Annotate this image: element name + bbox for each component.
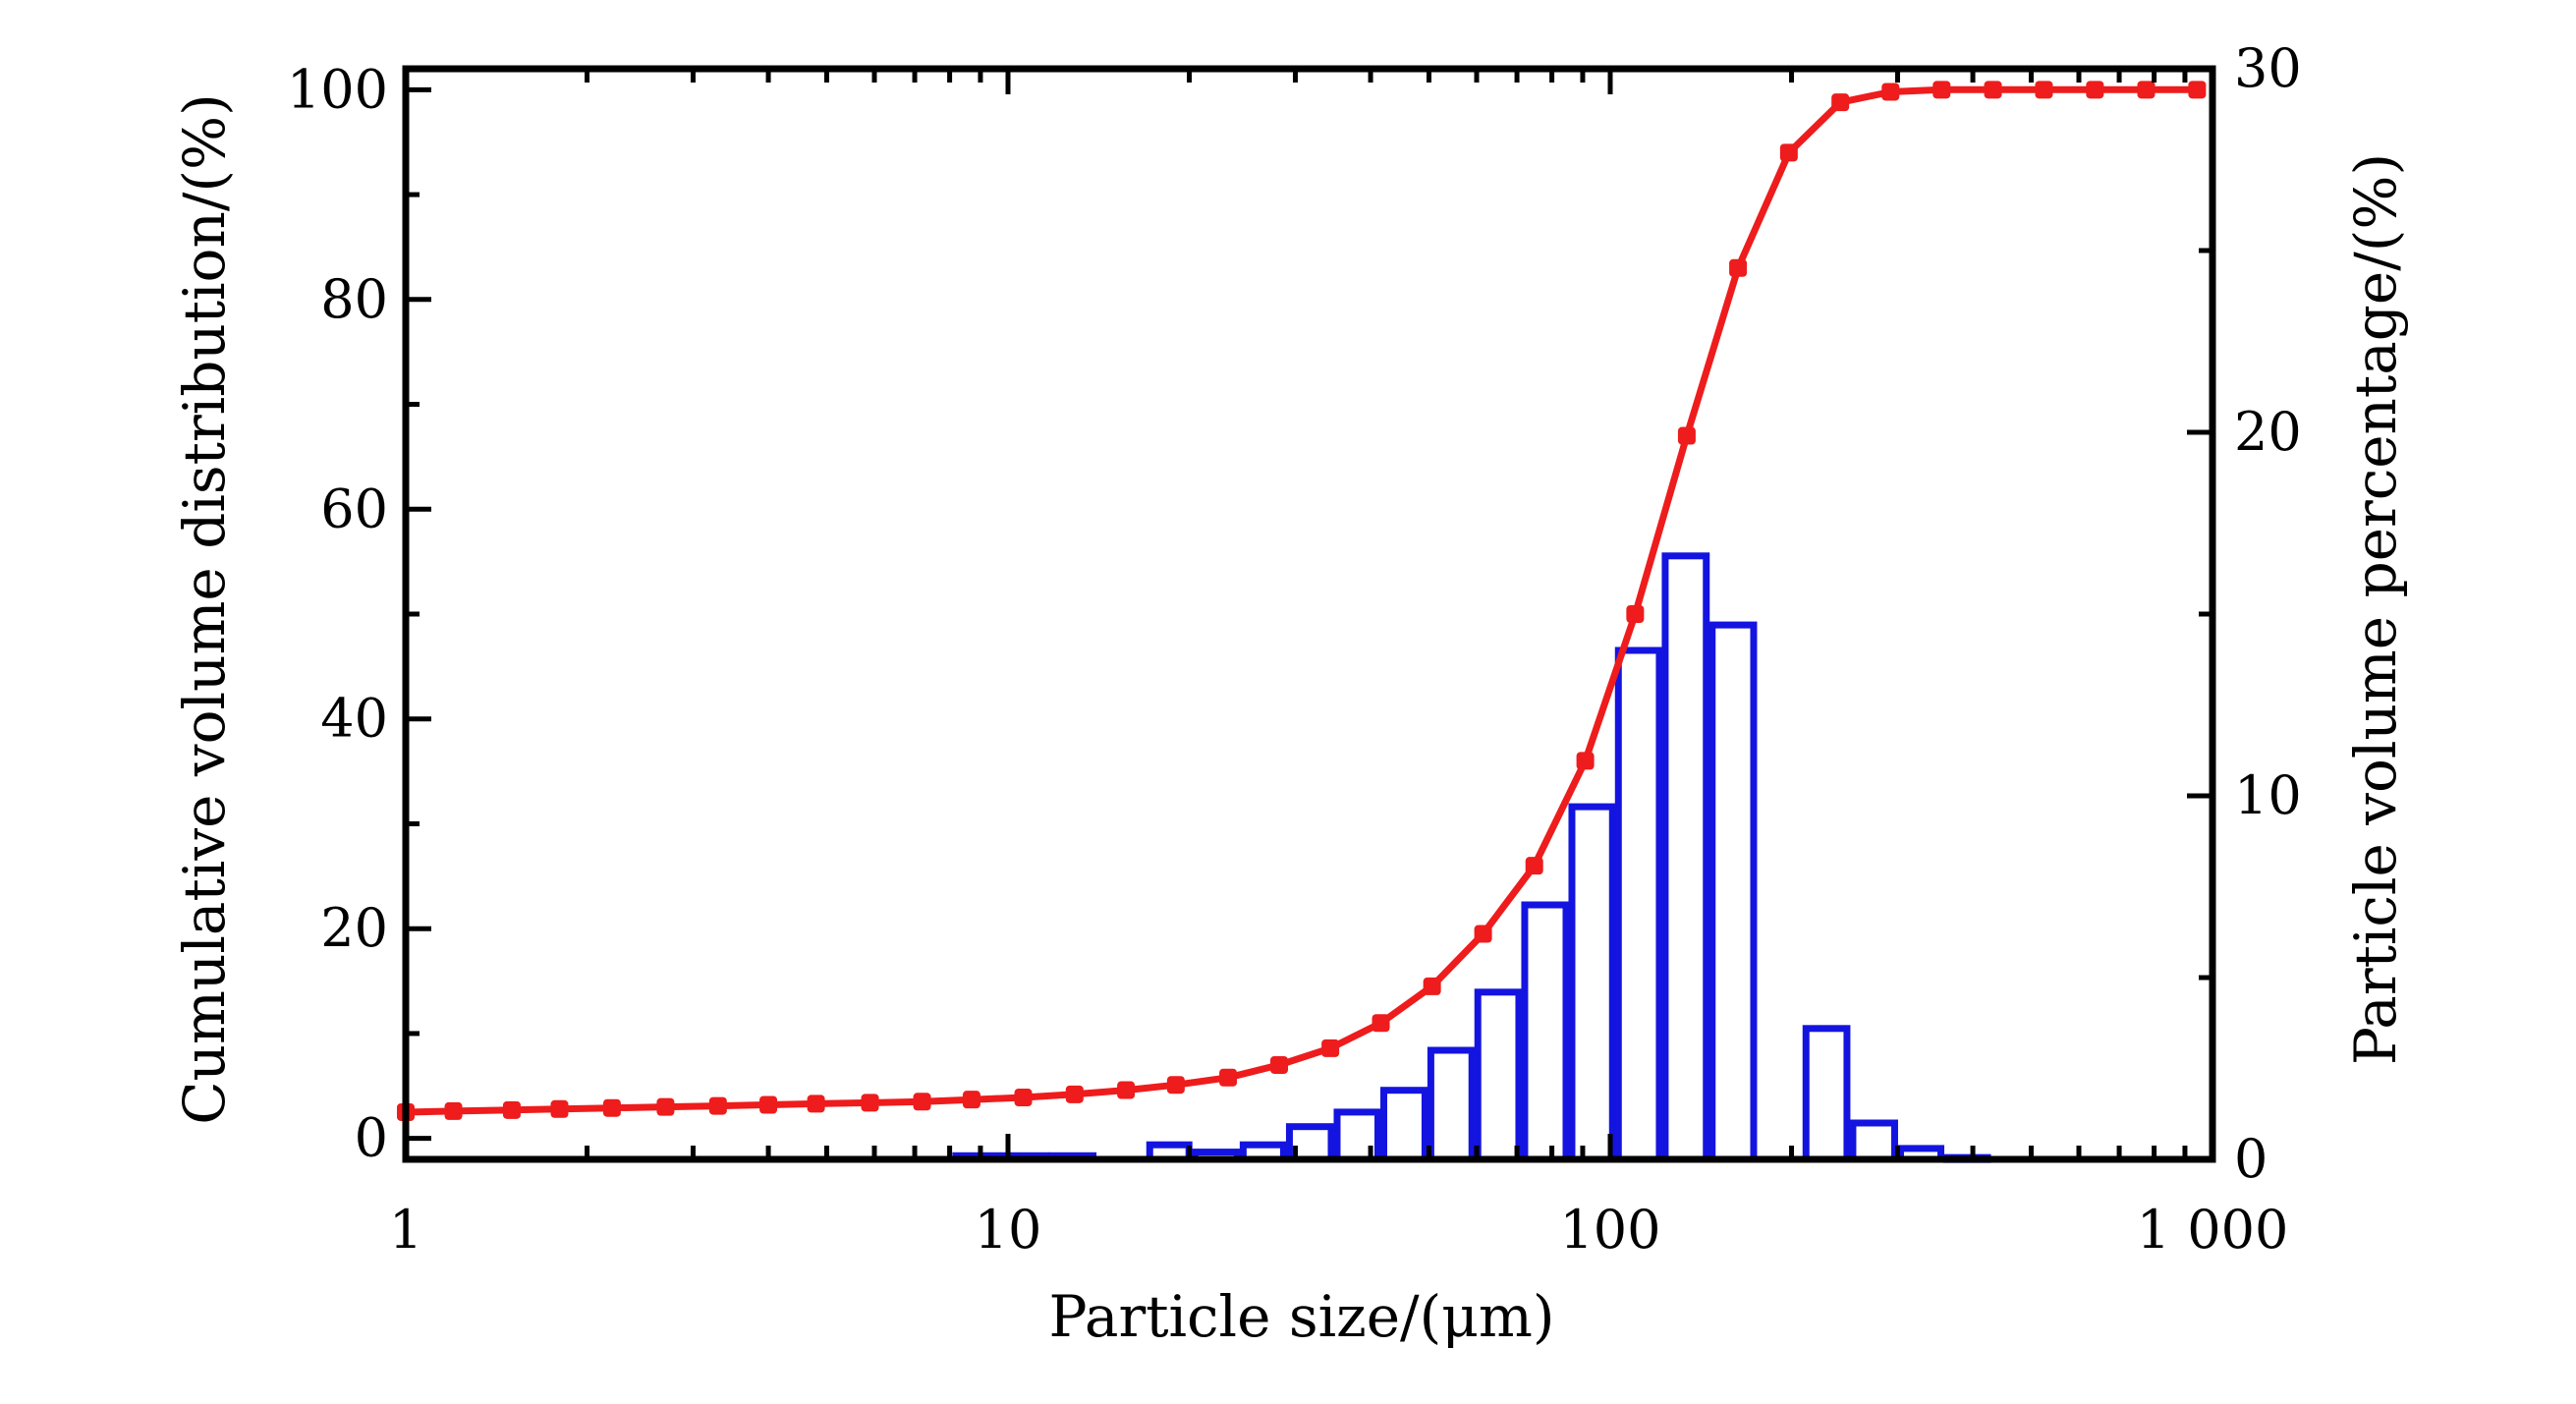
cumulative-point — [1779, 143, 1798, 162]
y-left-tick-label: 0 — [355, 1107, 388, 1169]
histogram-bar — [1614, 646, 1663, 1163]
cumulative-point — [913, 1093, 931, 1111]
cumulative-point — [1321, 1039, 1340, 1057]
histogram-bar — [1380, 1087, 1428, 1163]
y-right-tick-label: 20 — [2234, 401, 2302, 463]
cumulative-point — [1372, 1014, 1390, 1033]
cumulative-point — [444, 1101, 463, 1120]
plot-frame — [402, 65, 2216, 1163]
cumulative-point — [656, 1097, 675, 1116]
x-axis-title: Particle size/(μm) — [1048, 1283, 1554, 1350]
cumulative-point — [807, 1095, 825, 1113]
cumulative-point — [2137, 81, 2156, 99]
cumulative-point — [502, 1100, 521, 1119]
cumulative-curve — [397, 81, 2207, 1121]
x-tick-label: 10 — [975, 1199, 1042, 1261]
cumulative-point — [2188, 81, 2207, 99]
cumulative-point — [1065, 1085, 1084, 1103]
histogram-bars — [952, 552, 1991, 1163]
plot-axes — [402, 65, 2216, 1163]
y-right-tick-label: 30 — [2234, 37, 2302, 99]
cumulative-point — [1729, 258, 1748, 277]
y-left-tick-label: 80 — [320, 268, 388, 330]
histogram-bar — [1661, 552, 1710, 1163]
y-axis-left-title: Cumulative volume distribution/(%) — [171, 93, 238, 1125]
cumulative-point — [1423, 977, 1441, 995]
cumulative-point — [2086, 81, 2104, 99]
cumulative-point — [759, 1095, 778, 1114]
histogram-bar — [1708, 621, 1758, 1163]
histogram-bar — [1474, 988, 1523, 1163]
cumulative-line — [405, 85, 2198, 1116]
cumulative-point — [1117, 1081, 1136, 1099]
histogram-bar — [1521, 901, 1570, 1163]
cumulative-point — [1984, 81, 2002, 99]
x-tick-label: 1 000 — [2137, 1199, 2289, 1261]
cumulative-point — [1525, 857, 1543, 875]
cumulative-point — [861, 1094, 879, 1112]
y-left-tick-label: 40 — [320, 688, 388, 750]
cumulative-point — [1626, 605, 1645, 623]
histogram-bar — [1802, 1025, 1851, 1163]
cumulative-point — [962, 1091, 980, 1109]
cumulative-point — [1576, 752, 1595, 770]
histogram-bar — [1849, 1119, 1898, 1163]
y-right-tick-label: 10 — [2234, 764, 2302, 826]
cumulative-point — [1166, 1076, 1185, 1095]
y-right-tick-label: 0 — [2234, 1128, 2268, 1190]
tick-labels: 1 10 100 1 000 0 20 40 60 80 100 0 10 20 30 — [287, 37, 2302, 1261]
cumulative-point — [2035, 81, 2053, 99]
cumulative-point — [1881, 83, 1900, 101]
y-left-tick-label: 60 — [320, 477, 388, 539]
x-tick-label: 1 — [389, 1199, 422, 1261]
cumulative-point — [1270, 1055, 1289, 1074]
cumulative-point — [1932, 81, 1951, 99]
y-axis-right-title: Particle volume percentage/(%) — [2342, 153, 2409, 1065]
y-left-tick-label: 100 — [287, 58, 388, 120]
x-tick-label: 100 — [1559, 1199, 1660, 1261]
cumulative-point — [1219, 1068, 1238, 1087]
cumulative-point — [1831, 93, 1850, 112]
y-left-tick-label: 20 — [320, 897, 388, 959]
cumulative-point — [708, 1096, 727, 1115]
histogram-bar — [1427, 1046, 1476, 1163]
cumulative-point — [1677, 426, 1696, 445]
histogram-bar — [1568, 803, 1616, 1163]
cumulative-point — [602, 1098, 621, 1117]
cumulative-point — [1474, 925, 1492, 943]
cumulative-point — [1014, 1089, 1033, 1107]
cumulative-point — [550, 1099, 569, 1118]
